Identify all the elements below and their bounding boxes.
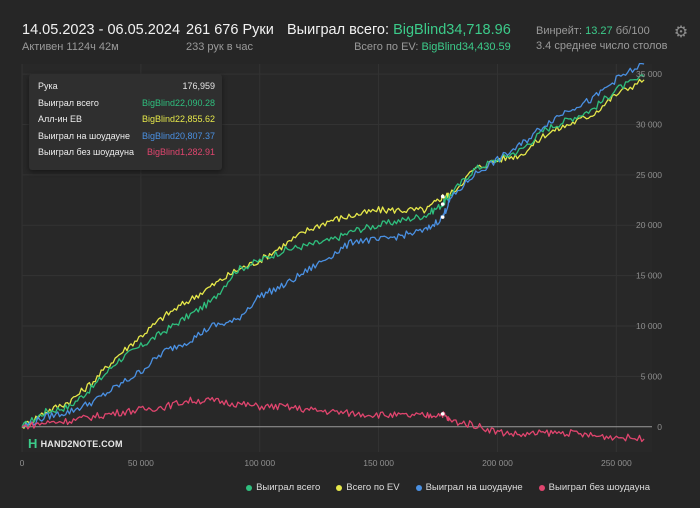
legend-dot-icon — [336, 484, 343, 491]
hover-tooltip: Рука 176,959 Выиграл всего BigBlind22,09… — [29, 74, 222, 170]
date-range: 14.05.2023 - 06.05.2024 — [22, 22, 181, 38]
tooltip-row-won-total: Выиграл всего BigBlind22,090.28 — [29, 95, 222, 112]
x-tick-label: 0 — [20, 458, 25, 468]
legend-label: Выиграл без шоудауна — [548, 482, 650, 493]
legend-item-non-showdown[interactable]: Выиграл без шоудауна — [538, 482, 650, 493]
legend-label: Выиграл на шоудауне — [425, 482, 523, 493]
won-total-value: BigBlind34,718.96 — [393, 22, 511, 38]
y-tick-label: 30 000 — [636, 119, 662, 129]
tooltip-value: 176,959 — [182, 81, 215, 92]
winnings-block: Выиграл всего: BigBlind34,718.96 Всего п… — [287, 22, 511, 53]
legend-label: Выиграл всего — [256, 482, 321, 493]
y-tick-label: 0 — [657, 422, 662, 432]
legend-item-showdown[interactable]: Выиграл на шоудауне — [415, 482, 523, 493]
tooltip-row-allin-ev: Алл-ин ЕВ BigBlind22,855.62 — [29, 111, 222, 128]
logo-text: HAND2NOTE.COM — [40, 438, 123, 449]
winrate-label: Винрейт: — [536, 25, 583, 37]
winrate: Винрейт: 13.27 бб/100 — [536, 25, 668, 37]
y-tick-label: 20 000 — [636, 220, 662, 230]
active-time: Активен 1124ч 42м — [22, 41, 119, 53]
logo-mark-icon: H — [28, 436, 38, 451]
legend-item-ev[interactable]: Всего по EV — [336, 482, 400, 493]
hands-block: 261 676 Руки 233 рук в час — [186, 22, 274, 53]
series-line — [21, 73, 645, 428]
winrate-block: Винрейт: 13.27 бб/100 3.4 среднее число … — [536, 25, 668, 52]
series-line — [21, 396, 645, 443]
series-line — [21, 78, 645, 429]
tooltip-label: Рука — [38, 81, 58, 92]
tooltip-row-showdown: Выиграл на шоудауне BigBlind20,807.37 — [29, 128, 222, 145]
ev-value: BigBlind34,430.59 — [421, 41, 511, 53]
won-total-label: Выиграл всего: — [287, 22, 390, 38]
tooltip-value: BigBlind22,090.28 — [141, 97, 215, 108]
hover-point — [440, 194, 445, 199]
tooltip-value: BigBlind20,807.37 — [141, 130, 215, 141]
legend-label: Всего по EV — [346, 482, 400, 493]
chart-legend: Выиграл всего Всего по EV Выиграл на шоу… — [0, 482, 700, 493]
tooltip-label: Алл-ин ЕВ — [38, 114, 83, 125]
hover-point — [440, 215, 445, 219]
tooltip-label: Выиграл на шоудауне — [38, 130, 130, 141]
ev-total: Всего по EV: BigBlind34,430.59 — [287, 41, 511, 53]
y-tick-label: 15 000 — [636, 271, 662, 281]
legend-dot-icon — [415, 484, 422, 491]
tooltip-row-non-showdown: Выиграл без шоудауна BigBlind1,282.91 — [29, 144, 222, 161]
won-total: Выиграл всего: BigBlind34,718.96 — [287, 22, 511, 38]
tooltip-value: BigBlind1,282.91 — [146, 147, 215, 158]
tooltip-value: BigBlind22,855.62 — [141, 114, 215, 125]
tooltip-label: Выиграл без шоудауна — [38, 147, 134, 158]
hover-point — [440, 412, 445, 416]
tables-average: 3.4 среднее число столов — [536, 40, 668, 52]
legend-item-won-total[interactable]: Выиграл всего — [246, 482, 320, 493]
tooltip-row-hand: Рука 176,959 — [29, 78, 222, 95]
y-tick-label: 5 000 — [641, 371, 663, 381]
x-tick-label: 200 000 — [482, 458, 513, 468]
hands-per-hour: 233 рук в час — [186, 41, 254, 53]
winrate-value: 13.27 — [585, 25, 613, 37]
chart-series — [21, 62, 645, 443]
chart-axes: 0 50 000 100 000 150 000 200 000 250 000 0 5 00… — [20, 69, 663, 468]
ev-label: Всего по EV: — [354, 41, 419, 53]
series-line — [21, 62, 645, 428]
winrate-unit: бб/100 — [615, 25, 650, 37]
gear-icon[interactable]: ⚙ — [673, 24, 689, 41]
hand2note-logo: H HAND2NOTE.COM — [28, 436, 123, 451]
legend-dot-icon — [246, 484, 253, 491]
hover-point — [440, 202, 445, 206]
x-tick-label: 150 000 — [363, 458, 394, 468]
x-tick-label: 50 000 — [128, 458, 154, 468]
x-tick-label: 250 000 — [601, 458, 632, 468]
y-tick-label: 25 000 — [636, 170, 662, 180]
y-tick-label: 10 000 — [636, 321, 662, 331]
tooltip-label: Выиграл всего — [38, 97, 99, 108]
period-block: 14.05.2023 - 06.05.2024 Активен 1124ч 42… — [22, 22, 180, 53]
x-tick-label: 100 000 — [244, 458, 275, 468]
y-tick-label: 35 000 — [636, 69, 662, 79]
hands-count: 261 676 Руки — [186, 22, 274, 38]
legend-dot-icon — [538, 484, 545, 491]
